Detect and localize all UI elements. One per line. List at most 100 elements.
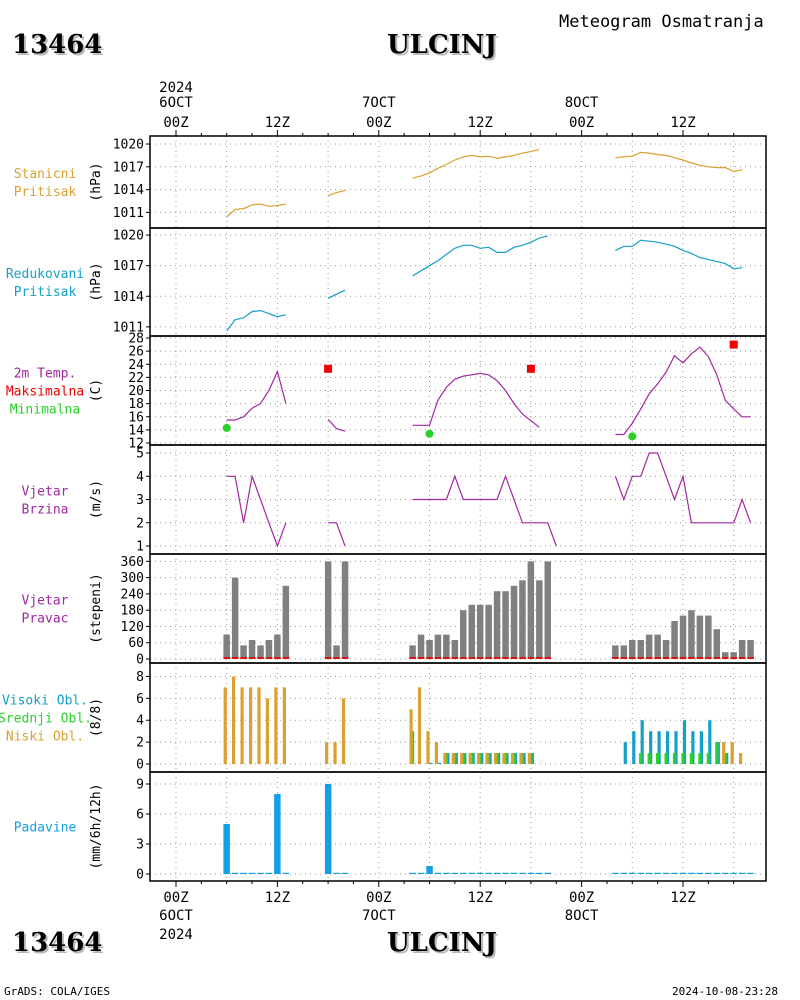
calm-marker (688, 657, 695, 659)
bar (231, 577, 239, 659)
calm-marker (705, 657, 712, 659)
calm-marker (257, 657, 264, 659)
y-tick-label: 1011 (113, 206, 144, 221)
calm-marker (485, 657, 492, 659)
panel-frame (149, 335, 767, 446)
x-axis-label-bottom: 00Z (366, 890, 391, 906)
bar (485, 753, 489, 764)
footer-timestamp: 2024-10-08-23:28 (672, 985, 778, 998)
bar (645, 634, 653, 659)
x-axis-label-bottom: 00Z (163, 890, 188, 906)
bar (722, 742, 726, 764)
x-axis-label-bottom: 12Z (265, 890, 290, 906)
x-axis-label-bottom: 12Z (670, 890, 695, 906)
calm-marker (713, 657, 721, 659)
y-tick-label: 8 (136, 670, 144, 685)
y-tick-label: 0 (136, 868, 144, 883)
bar (536, 872, 543, 874)
x-axis-label-top: 12Z (468, 115, 493, 131)
x-axis-label-top: 2024 (159, 80, 193, 96)
bar (282, 872, 290, 874)
bar (679, 615, 687, 659)
bar (662, 872, 670, 874)
bar (649, 731, 653, 764)
bar (434, 634, 442, 659)
panel-wind_direction (146, 553, 767, 664)
panel-label: Brzina (22, 503, 69, 518)
series-line (412, 372, 540, 428)
y-tick-label: 3 (136, 838, 144, 853)
panel-frame (149, 227, 767, 337)
bar (248, 872, 256, 874)
bar (417, 687, 422, 764)
bar (662, 640, 670, 659)
calm-marker (426, 657, 433, 659)
bar (282, 687, 286, 764)
bar (705, 872, 712, 874)
y-tick-label: 18 (128, 397, 144, 412)
bar (544, 872, 551, 874)
bar (645, 872, 653, 874)
bar (429, 762, 433, 764)
bar (671, 872, 678, 874)
max-temp-marker (729, 340, 738, 349)
bar (223, 634, 230, 659)
panel-reduced_pressure (146, 227, 767, 337)
calm-marker (612, 657, 619, 659)
bar (341, 698, 346, 764)
bar (696, 872, 704, 874)
y-tick-label: 0 (136, 758, 144, 773)
bar (706, 753, 710, 764)
bar (417, 634, 425, 659)
calm-marker (536, 657, 543, 659)
y-tick-label: 240 (121, 587, 144, 602)
panel-label: Visoki Obl. (2, 694, 88, 709)
series-line (615, 239, 743, 270)
bar (747, 640, 754, 659)
panel-unit-label: (8/8) (89, 698, 104, 737)
panel-frame (149, 444, 767, 555)
y-tick-label: 28 (128, 332, 144, 347)
calm-marker (341, 657, 349, 659)
calm-marker (265, 657, 273, 659)
calm-marker (417, 657, 425, 659)
bar (527, 753, 531, 764)
bar (629, 872, 636, 874)
calm-marker (722, 657, 729, 659)
bar (674, 731, 678, 764)
series-line (226, 474, 287, 548)
calm-marker (662, 657, 670, 659)
calm-marker (730, 657, 737, 659)
bar (519, 872, 526, 874)
bar (324, 561, 332, 659)
bar (409, 645, 416, 659)
y-tick-label: 6 (136, 692, 144, 707)
bar (240, 687, 244, 764)
panel-label: Vjetar (22, 485, 69, 500)
y-tick-label: 24 (128, 358, 144, 373)
y-tick-label: 1014 (113, 183, 144, 198)
bar (232, 676, 236, 764)
y-tick-label: 1020 (113, 138, 144, 153)
bar (620, 645, 628, 659)
y-tick-label: 1020 (113, 229, 144, 244)
y-tick-label: 1017 (113, 259, 144, 274)
bar (231, 872, 239, 874)
min-temp-marker (425, 429, 434, 438)
bar (722, 872, 729, 874)
calm-marker (240, 657, 247, 659)
bar (544, 561, 551, 659)
panel-label: Vjetar (22, 594, 69, 609)
bar (679, 872, 687, 874)
bar (257, 687, 261, 764)
calm-marker (493, 657, 501, 659)
panel-label: Padavine (14, 821, 77, 836)
bar (510, 585, 518, 659)
calm-marker (409, 657, 416, 659)
station-id-top: 13464 (12, 30, 103, 60)
bar (223, 687, 227, 764)
calm-marker (324, 657, 332, 659)
bar (654, 872, 661, 874)
footer-credit: GrADS: COLA/IGES (4, 985, 110, 998)
